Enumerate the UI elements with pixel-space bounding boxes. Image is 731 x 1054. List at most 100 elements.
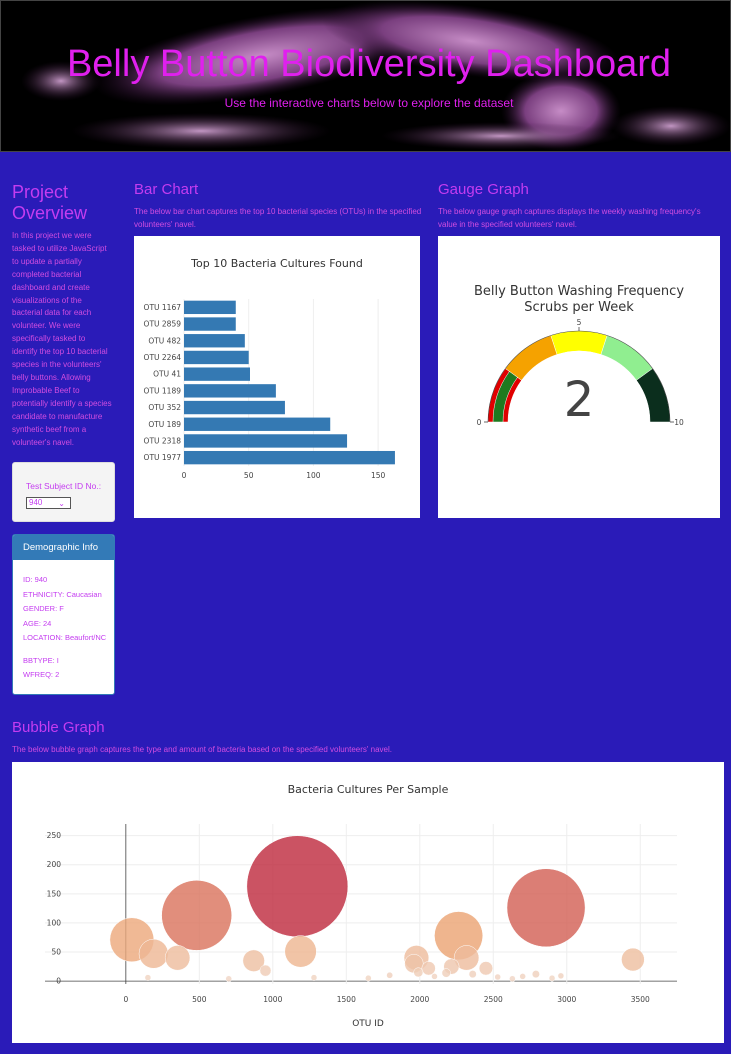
gauge-chart-description: The below gauge graph captures displays … [438, 207, 701, 229]
gauge-chart-card: Belly Button Washing Frequency Scrubs per… [438, 236, 720, 518]
bubble-otu-189 [138, 938, 169, 969]
bubble-otu-2530 [494, 973, 501, 981]
gauge-chart-heading: Gauge Graph [438, 181, 529, 198]
bar-x-tick-label: 50 [244, 471, 254, 480]
bubble-otu-1189 [284, 935, 317, 968]
bar-y-tick-label: OTU 1189 [144, 386, 182, 395]
overview-text: In this project we were tasked to utiliz… [12, 231, 112, 447]
bubble-y-tick-label: 100 [47, 918, 62, 927]
bar-chart-card: Top 10 Bacteria Cultures Found 0 50 100 150 O… [134, 236, 420, 518]
bar-y-tick-label: OTU 482 [148, 336, 181, 345]
bubble-chart[interactable]: Bacteria Cultures Per Sample 0 50 100 150 200… [12, 762, 724, 1043]
bubble-y-tick-label: 200 [47, 860, 62, 869]
subject-select-panel: Test Subject ID No.: 940 ⌄ [12, 462, 115, 522]
bacteria-banner-image [21, 1, 730, 151]
bubble-otu-2360 [468, 970, 477, 979]
bar-chart[interactable]: Top 10 Bacteria Cultures Found 0 50 100 150 O… [134, 236, 420, 518]
bubble-y-tick-label: 250 [47, 831, 62, 840]
bubble-chart-card: Bacteria Cultures Per Sample 0 50 100 150 200… [12, 762, 724, 1043]
bubble-otu-2859 [506, 868, 586, 948]
gauge-tick-label: 0 [477, 418, 482, 427]
bar-y-tick-label: OTU 352 [148, 403, 181, 412]
demo-gender: GENDER: F [23, 604, 64, 613]
bar-y-tick-label: OTU 41 [153, 370, 181, 379]
bubble-x-tick-label: 0 [123, 995, 128, 1004]
bubble-otu-2450 [478, 961, 494, 976]
bubble-otu-870 [242, 949, 265, 972]
gauge-step-3 [600, 335, 653, 381]
bubble-x-tick-label: 2500 [484, 995, 503, 1004]
gauge-step-1 [505, 335, 558, 381]
header-banner: Belly Button Biodiversity Dashboard Use … [0, 0, 731, 152]
bubble-otu-2630 [509, 975, 516, 983]
bar-chart-heading: Bar Chart [134, 181, 199, 198]
subject-id-dropdown[interactable]: 940 ⌄ [26, 497, 71, 509]
bubble-otu-2060 [421, 961, 436, 976]
page-title: Belly Button Biodiversity Dashboard [66, 43, 672, 85]
bubble-otu-150 [144, 974, 152, 981]
bubble-x-tick-label: 500 [192, 995, 207, 1004]
bubble-y-tick-label: 0 [56, 977, 61, 986]
bubble-otu-2180 [441, 968, 451, 978]
page-subtitle: Use the interactive charts below to expl… [224, 96, 514, 110]
bubble-y-tick-label: 150 [47, 889, 62, 898]
bubble-x-tick-label: 3500 [631, 995, 650, 1004]
bubble-otu-3450 [621, 947, 645, 972]
bubble-chart-heading: Bubble Graph [12, 719, 105, 736]
gauge-title: Belly Button Washing Frequency [474, 284, 684, 299]
bubble-chart-title: Bacteria Cultures Per Sample [288, 783, 449, 796]
gauge-step-2 [550, 330, 608, 355]
bar-otu-1977 [184, 450, 395, 465]
bubble-otu-1795 [386, 971, 394, 979]
bar-y-tick-label: OTU 1977 [144, 453, 182, 462]
bar-y-tick-label: OTU 2264 [144, 353, 182, 362]
bubble-otu-2100 [431, 973, 438, 980]
bar-otu-2318 [184, 434, 348, 448]
bar-x-tick-label: 0 [182, 471, 187, 480]
bubble-x-tick-label: 2000 [410, 995, 429, 1004]
demo-location: LOCATION: Beaufort/NC [23, 633, 107, 642]
bar-chart-title: Top 10 Bacteria Cultures Found [190, 257, 363, 270]
bar-otu-2859 [184, 317, 236, 331]
subject-select-label: Test Subject ID No.: [26, 481, 102, 491]
bar-y-tick-label: OTU 189 [148, 420, 181, 429]
bar-otu-2264 [184, 350, 249, 365]
chevron-down-icon: ⌄ [58, 499, 65, 508]
demo-ethnicity: ETHNICITY: Caucasian [23, 590, 102, 599]
gauge-value-label: 2 [564, 372, 595, 428]
bubble-otu-1280 [310, 974, 318, 981]
bar-otu-189 [184, 417, 331, 431]
demo-age: AGE: 24 [23, 619, 52, 628]
bubble-otu-352 [164, 945, 191, 971]
gauge-tick-label: 10 [674, 418, 684, 427]
subject-id-value: 940 [29, 498, 43, 507]
bubble-otu-2318 [453, 945, 480, 971]
bubble-otu-1650 [365, 974, 372, 982]
demo-bbtype: BBTYPE: I [23, 656, 59, 665]
bubble-otu-1990 [413, 967, 424, 978]
bar-otu-352 [184, 400, 285, 415]
demographic-panel: Demographic Info ID: 940 ETHNICITY: Cauc… [12, 534, 115, 695]
bubble-otu-700 [225, 975, 232, 983]
bubble-otu-1167 [246, 835, 349, 938]
bubble-x-axis-title: OTU ID [352, 1019, 384, 1029]
bar-otu-482 [184, 334, 245, 348]
bar-y-tick-label: OTU 2318 [144, 436, 182, 445]
bubble-x-tick-label: 1000 [263, 995, 282, 1004]
bar-otu-1167 [184, 300, 236, 315]
demo-id: ID: 940 [23, 575, 48, 584]
bar-chart-description: The below bar chart captures the top 10 … [134, 207, 422, 229]
bubble-x-tick-label: 1500 [337, 995, 356, 1004]
bar-x-tick-label: 150 [371, 471, 386, 480]
overview-title: Project Overview [12, 182, 88, 223]
bar-otu-41 [184, 367, 250, 381]
bubble-otu-950 [259, 964, 272, 977]
demographic-title: Demographic Info [13, 535, 114, 560]
bubble-y-tick-label: 50 [51, 948, 61, 957]
bubble-otu-482 [161, 880, 232, 951]
bar-y-tick-label: OTU 2859 [144, 320, 182, 329]
bar-otu-1189 [184, 384, 276, 398]
gauge-step-4 [636, 368, 671, 423]
demo-wfreq: WFREQ: 2 [23, 670, 60, 679]
